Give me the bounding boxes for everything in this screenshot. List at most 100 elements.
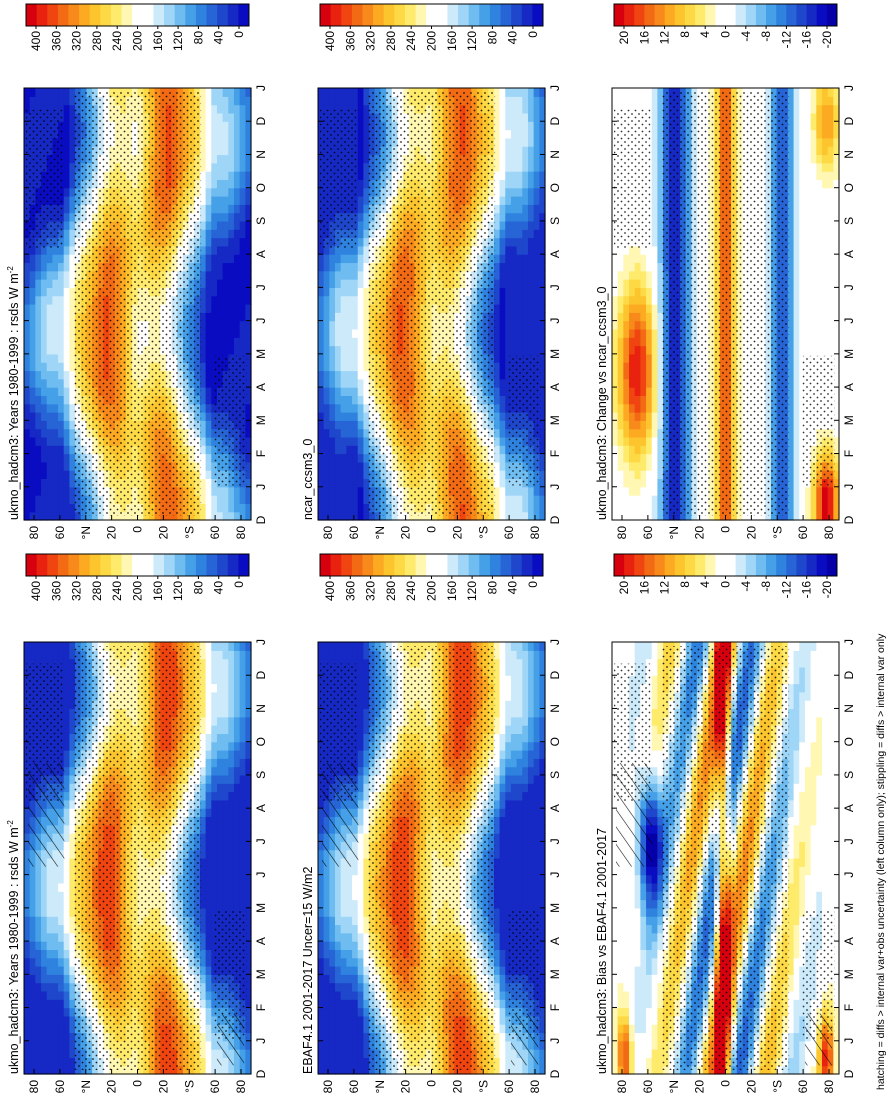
heatmap-cell [352,907,359,917]
heatmap-cell [199,741,207,751]
heatmap-cell [205,96,212,106]
heatmap-cell [340,1057,347,1067]
heatmap-cell [69,733,76,743]
heatmap-cell [52,932,59,942]
heatmap-cell [222,1065,229,1075]
heatmap-cell [318,1007,325,1017]
heatmap-cell [52,461,59,471]
heatmap-cell [233,683,241,693]
heatmap-cell [216,196,224,205]
heatmap-cell [363,725,370,734]
heatmap-cell [346,1015,353,1025]
heatmap-cell [205,171,212,180]
heatmap-cell [24,320,31,330]
heatmap-cell [58,503,65,513]
heatmap-cell [228,783,235,793]
heatmap-cell [318,849,325,859]
heatmap-cell [35,495,42,504]
heatmap-cell [335,1057,342,1067]
heatmap-cell [58,866,65,876]
heatmap-cell [205,999,212,1009]
heatmap-cell [29,320,36,330]
heatmap-cell [24,849,31,859]
heatmap-cell [323,907,330,917]
heatmap-cell [211,891,218,901]
y-tick-label: 80 [234,1080,248,1094]
heatmap-cell [239,129,246,139]
heatmap-cell [233,146,241,156]
heatmap-cell [63,1015,70,1025]
heatmap-cell [69,758,76,768]
heatmap-cell [222,841,229,851]
heatmap-cell [228,187,235,197]
heatmap-cell [69,774,76,784]
heatmap-cell [41,345,48,355]
heatmap-cell [63,916,70,926]
heatmap-cell [69,328,76,338]
heatmap-cell [363,758,370,768]
heatmap-cell [245,154,252,164]
colorbar-swatch [79,4,91,26]
heatmap-cell [329,891,336,901]
colorbar-swatch [174,554,186,576]
heatmap-cell [24,891,31,901]
heatmap-cell [199,237,207,247]
heatmap-cell [46,891,53,901]
heatmap-cell [211,841,218,851]
heatmap-cell [352,1015,359,1025]
heatmap-cell [63,741,70,751]
heatmap-cell [357,907,364,917]
heatmap-cell [52,378,59,388]
heatmap-cell [24,353,31,363]
heatmap-cell [205,658,212,668]
heatmap-cell [352,882,359,892]
heatmap-cell [233,783,241,793]
heatmap-cell [63,362,70,372]
heatmap-cell [228,312,235,322]
heatmap-cell [340,907,347,917]
heatmap-cell [199,899,207,909]
heatmap-cell [35,907,42,917]
heatmap-cell [228,700,235,710]
heatmap-cell [199,833,207,842]
colorbar-swatch [185,554,197,576]
heatmap-cell [24,966,31,975]
heatmap-cell [211,741,218,751]
heatmap-cell [69,808,76,818]
colorbar-swatch [153,4,165,26]
heatmap-cell [199,304,207,313]
heatmap-cell [216,866,224,876]
heatmap-cell [29,420,36,430]
heatmap-cell [69,187,76,197]
heatmap-cell [63,104,70,114]
heatmap-cell [63,833,70,842]
heatmap-cell [24,1057,31,1067]
heatmap-cell [233,495,241,504]
heatmap-cell [211,478,218,488]
heatmap-cell [199,196,207,205]
heatmap-cell [245,716,252,726]
heatmap-cell [233,287,241,297]
heatmap-cell [211,750,218,759]
heatmap-cell [199,312,207,322]
heatmap-cell [58,295,65,305]
heatmap-cell [216,725,224,734]
heatmap-cell [245,187,252,197]
colorbar-swatch [164,4,176,26]
heatmap-cell [52,1040,59,1050]
heatmap-cell [52,320,59,330]
heatmap-cell [228,866,235,876]
heatmap-cell [199,1040,207,1050]
heatmap-cell [69,387,76,396]
heatmap-cell [63,387,70,396]
heatmap-cell [35,337,42,347]
heatmap-cell [199,783,207,793]
heatmap-cell [245,874,252,884]
heatmap-cell [216,511,224,521]
heatmap-cell [69,470,76,480]
heatmap-cell [357,849,364,859]
heatmap-cell [329,1032,336,1042]
heatmap-cell [46,304,53,313]
heatmap-cell [357,791,364,801]
heatmap-cell [346,999,353,1009]
